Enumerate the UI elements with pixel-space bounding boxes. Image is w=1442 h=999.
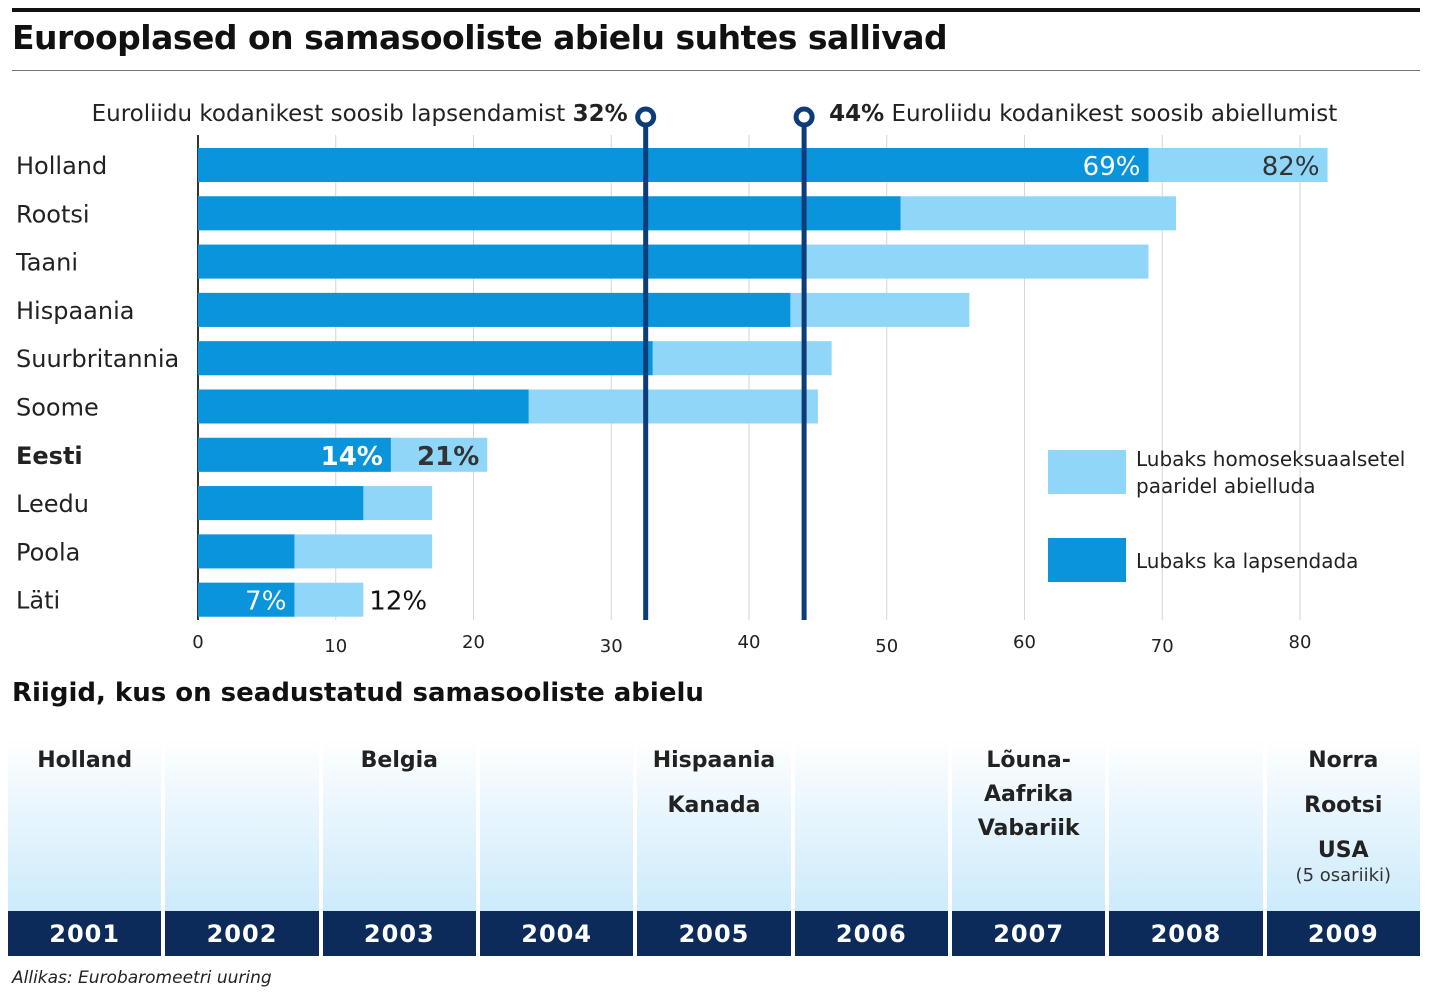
legend-label: paaridel abielluda <box>1136 474 1315 498</box>
timeline-country: Holland <box>37 748 133 773</box>
timeline-country: Kanada <box>667 793 761 818</box>
title-divider <box>12 70 1420 71</box>
timeline-countries: Holland <box>8 738 161 911</box>
timeline-year: 2001 <box>8 911 162 956</box>
timeline-year: 2008 <box>1109 911 1263 956</box>
category-label: Eesti <box>16 442 83 470</box>
timeline-column: 2004 <box>479 738 634 956</box>
bar-adoption <box>198 148 1149 182</box>
bar-adoption <box>198 437 391 472</box>
timeline-column: 2006 <box>794 738 948 956</box>
timeline-year: 2005 <box>637 911 791 956</box>
reference-marker <box>635 106 657 128</box>
legend-swatch-adoption <box>1048 538 1126 582</box>
timeline-column: Belgia 2003 <box>322 738 476 956</box>
timeline-title: Riigid, kus on seadustatud samasooliste … <box>12 678 704 708</box>
timeline-column: 2008 <box>1109 738 1263 956</box>
timeline-column: Holland 2001 <box>8 738 162 956</box>
timeline-year: 2003 <box>322 911 476 956</box>
timeline-year: 2002 <box>165 911 319 956</box>
timeline-country: Hispaania <box>652 748 776 773</box>
timeline-year: 2004 <box>479 911 634 956</box>
timeline-country: Belgia <box>360 748 438 773</box>
data-label-adoption: 7% <box>245 587 286 617</box>
timeline-countries <box>795 738 948 911</box>
timeline-countries: Lõuna- Aafrika Vabariik <box>952 738 1105 911</box>
bar-adoption <box>198 341 653 376</box>
timeline-year: 2007 <box>951 911 1106 956</box>
x-tick-label: 30 <box>600 636 623 657</box>
data-label-marriage: 21% <box>417 442 479 472</box>
category-label: Rootsi <box>16 200 90 228</box>
category-label: Poola <box>16 538 80 566</box>
bar-adoption <box>198 244 805 279</box>
timeline-country: Rootsi <box>1304 793 1383 818</box>
reference-label-marriage: 44% Euroliidu kodanikest soosib abiellum… <box>829 101 1337 127</box>
bar-adoption <box>198 582 295 617</box>
bar-adoption <box>198 292 791 327</box>
data-label-adoption: 14% <box>321 442 383 472</box>
timeline-country: Lõuna- Aafrika Vabariik <box>977 748 1080 841</box>
timeline-countries <box>1109 738 1262 911</box>
timeline-countries: Belgia <box>323 738 476 911</box>
bar-adoption <box>198 389 529 424</box>
support-bar-chart: 0 10 20 30 40 50 60 70 80 Holland 69% 82% Rootsi Taan… <box>15 101 1405 657</box>
timeline-column: Lõuna- Aafrika Vabariik 2007 <box>951 738 1106 956</box>
timeline-column: Hispaania Kanada 2005 <box>637 738 791 956</box>
data-label-marriage: 12% <box>369 587 427 617</box>
x-tick-label: 60 <box>1013 632 1036 653</box>
category-label: Soome <box>16 394 99 422</box>
bar-adoption <box>198 486 364 521</box>
timeline-countries <box>165 738 318 911</box>
data-label-adoption: 69% <box>1083 152 1141 182</box>
x-tick-label: 20 <box>462 632 485 653</box>
source-note: Allikas: Eurobaromeetri uuring <box>12 968 272 988</box>
bar-adoption <box>198 196 901 231</box>
legend-swatch-marriage <box>1048 450 1126 494</box>
timeline-countries: Norra Rootsi USA (5 osariiki) <box>1267 738 1420 911</box>
category-label: Holland <box>16 152 107 180</box>
category-label: Leedu <box>16 490 89 518</box>
legend-label: Lubaks ka lapsendada <box>1136 549 1358 573</box>
reference-marker <box>793 106 815 128</box>
timeline-year: 2006 <box>794 911 948 956</box>
x-tick-label: 50 <box>875 636 898 657</box>
legalization-timeline: Holland 2001 2002 Belgia 2003 2004 Hispaania Ka… <box>8 738 1420 956</box>
page-title: Eurooplased on samasooliste abielu suhte… <box>12 18 948 57</box>
legend-label: Lubaks homoseksuaalsetel <box>1136 447 1405 471</box>
timeline-note: (5 osariiki) <box>1295 865 1392 886</box>
timeline-column: Norra Rootsi USA (5 osariiki) 2009 <box>1266 738 1420 956</box>
x-tick-label: 0 <box>192 632 203 653</box>
category-label: Suurbritannia <box>16 345 179 373</box>
timeline-countries: Hispaania Kanada <box>637 738 790 911</box>
x-tick-label: 70 <box>1151 636 1174 657</box>
timeline-country: USA <box>1317 838 1369 863</box>
timeline-column: 2002 <box>165 738 319 956</box>
category-label: Taani <box>15 249 78 277</box>
timeline-countries <box>480 738 633 911</box>
timeline-country: Norra <box>1308 748 1379 773</box>
data-label-marriage: 82% <box>1262 152 1320 182</box>
x-tick-label: 40 <box>738 632 761 653</box>
category-label: Hispaania <box>16 297 134 325</box>
reference-label-adoption: Euroliidu kodanikest soosib lapsendamist… <box>92 101 628 127</box>
x-tick-label: 10 <box>324 636 347 657</box>
bar-adoption <box>198 534 295 569</box>
timeline-year: 2009 <box>1266 911 1420 956</box>
category-label: Läti <box>16 587 60 615</box>
top-rule <box>12 8 1420 12</box>
x-tick-label: 80 <box>1289 632 1312 653</box>
